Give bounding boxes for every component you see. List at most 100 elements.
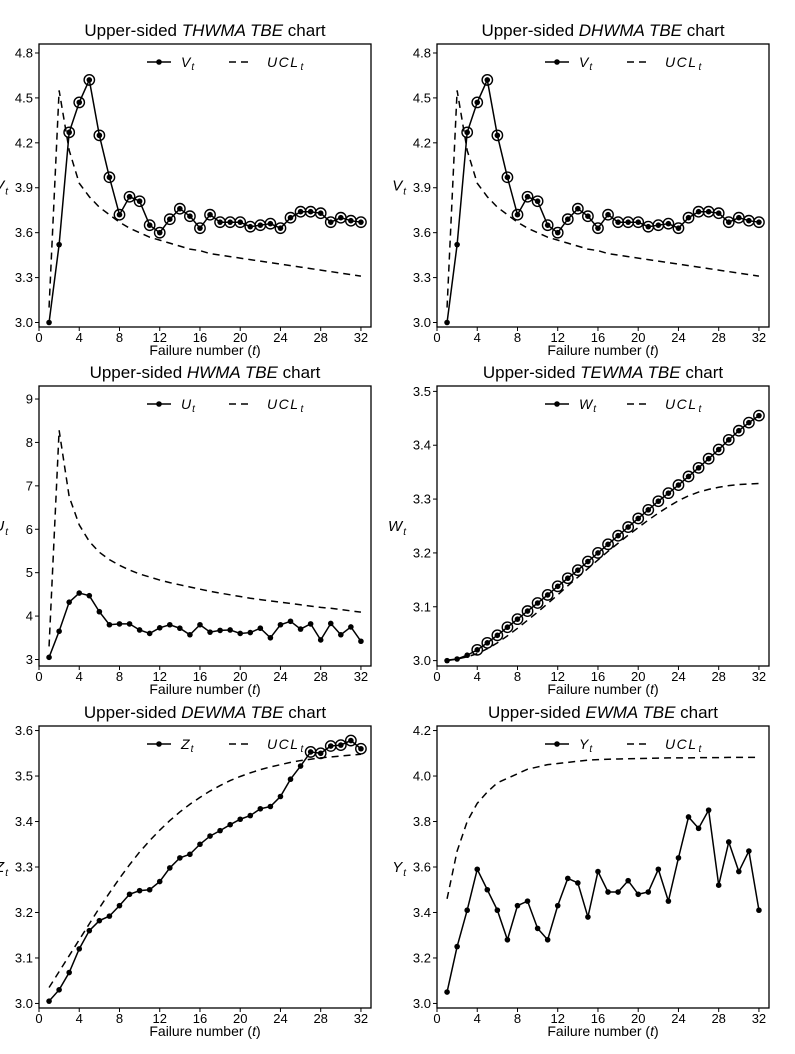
statistic-point [267, 220, 274, 227]
statistic-point [695, 825, 702, 832]
statistic-point [177, 855, 183, 861]
signal-marker [753, 409, 765, 422]
x-axis-label-prefix: Failure number ( [149, 342, 252, 358]
signal-marker [682, 211, 695, 224]
statistic-point [257, 805, 264, 812]
x-tick-label: 4 [76, 1011, 83, 1026]
ucl-line [446, 482, 759, 661]
y-axis-label-subscript: t [403, 187, 407, 198]
statistic-point [358, 745, 364, 752]
statistic-point [327, 743, 334, 749]
chart-title-prefix: Upper-sided [481, 21, 578, 40]
x-axis-label-variable: t [252, 681, 257, 697]
statistic-point [166, 621, 173, 628]
legend-statistic-label: Ut [181, 396, 196, 415]
x-axis-label: Failure number (t) [547, 342, 658, 358]
y-tick-label: 3.6 [15, 225, 33, 240]
legend-statistic-dot [156, 741, 162, 747]
signal-marker [184, 210, 196, 223]
chart-panel-1: Upper-sided THWMA TBE chart 3.0 3.3 3.6 3.9 4… [0, 21, 372, 358]
statistic-point [207, 833, 213, 839]
statistic-point [615, 219, 621, 225]
legend-statistic-main: V [579, 54, 590, 70]
chart-title-prefix: Upper-sided [84, 703, 181, 722]
x-tick-label: 4 [474, 669, 481, 684]
statistic-point [136, 887, 143, 894]
signal-marker [571, 202, 584, 215]
statistic-point [736, 868, 742, 875]
legend-ucl-main: UCL [267, 736, 300, 752]
statistic-point [564, 875, 571, 882]
signal-marker [682, 470, 695, 483]
plot-frame [436, 385, 770, 667]
statistic-point [736, 214, 742, 221]
y-axis-label-subscript: t [5, 527, 9, 538]
plot-frame [436, 43, 770, 328]
statistic-point [338, 631, 344, 638]
legend-ucl-main: UCL [267, 396, 300, 412]
signal-marker [163, 213, 176, 226]
y-tick-label: 3.0 [15, 996, 33, 1011]
statistic-point [197, 225, 203, 231]
legend-statistic-label: Zt [180, 736, 195, 755]
legend-ucl-subscript: t [301, 62, 305, 73]
statistic-point [338, 742, 344, 748]
signal-marker [722, 433, 735, 446]
x-tick-label: 28 [313, 669, 327, 684]
statistic-point [317, 637, 324, 643]
statistic-point [106, 621, 113, 628]
x-axis-label: Failure number (t) [149, 681, 260, 697]
x-tick-label: 12 [152, 330, 166, 345]
statistic-point [494, 132, 501, 139]
legend-statistic-subscript: t [589, 62, 593, 73]
x-tick-label: 16 [591, 1011, 605, 1026]
statistic-point [96, 917, 103, 924]
legend-statistic-main: W [579, 396, 594, 412]
signal-marker [264, 217, 277, 230]
x-tick-label: 16 [193, 1011, 207, 1026]
legend: Ut UCLt [147, 396, 303, 415]
statistic-point [504, 174, 511, 181]
y-tick-label: 3.4 [413, 438, 431, 453]
statistic-point [685, 214, 692, 221]
statistic-point [46, 654, 52, 661]
statistic-point [575, 205, 581, 212]
x-tick-label: 12 [550, 669, 564, 684]
statistic-point [277, 621, 284, 628]
legend-ucl-label: UCLt [267, 736, 305, 755]
x-tick-label: 0 [433, 669, 440, 684]
y-tick-label: 3.2 [413, 545, 431, 560]
y-axis-label-main: Y [392, 859, 403, 876]
signal-marker [622, 521, 635, 533]
y-tick-label: 3.9 [413, 180, 431, 195]
x-tick-label: 12 [550, 1011, 564, 1026]
legend-statistic-main: Z [180, 736, 190, 752]
statistic-point [544, 936, 551, 943]
signal-marker [143, 219, 156, 232]
y-tick-label: 4.5 [15, 90, 33, 105]
statistic-point [156, 878, 163, 885]
legend-ucl-label: UCLt [665, 54, 703, 73]
signal-marker [314, 207, 327, 220]
signal-marker [194, 222, 206, 235]
x-tick-label: 24 [671, 330, 685, 345]
statistic-point [514, 902, 521, 909]
signal-marker [662, 217, 675, 230]
statistic-point [625, 219, 631, 225]
x-axis-label: Failure number (t) [149, 1023, 260, 1039]
statistic-point [317, 750, 324, 757]
statistic-point [146, 630, 153, 637]
statistic-point [56, 628, 62, 635]
chart-title-emphasis: THWMA TBE [182, 21, 284, 40]
y-tick-label: 8 [26, 435, 33, 450]
signal-marker [642, 503, 655, 516]
x-axis-label-prefix: Failure number ( [149, 681, 252, 697]
signal-marker [461, 126, 474, 139]
x-tick-label: 8 [514, 330, 521, 345]
x-tick-label: 16 [591, 330, 605, 345]
statistic-point [635, 891, 642, 898]
statistic-point [595, 550, 601, 556]
statistic-line [446, 415, 760, 662]
legend-statistic-dot [554, 59, 560, 65]
y-axis-label-main: V [0, 178, 6, 195]
